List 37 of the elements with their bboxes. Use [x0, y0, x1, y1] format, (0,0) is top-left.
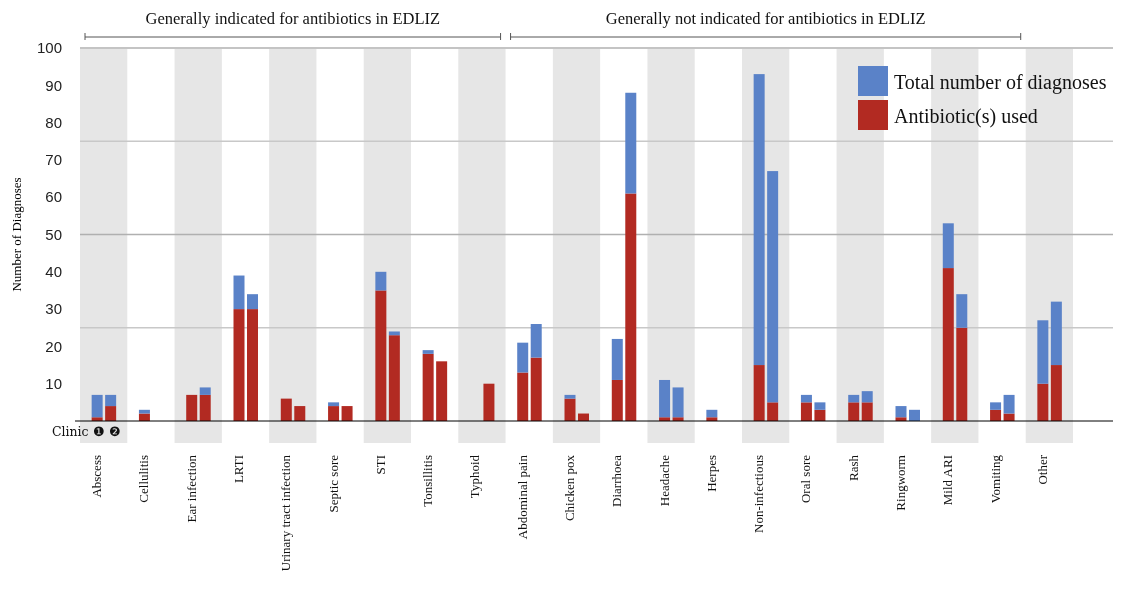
x-tick-label: Mild ARI	[940, 455, 956, 506]
x-tick-label: Urinary tract infection	[278, 454, 294, 572]
legend-label: Total number of diagnoses	[894, 71, 1107, 94]
x-tick-label: Diarrhoea	[609, 454, 625, 507]
x-tick-label: Rash	[845, 454, 861, 481]
y-tick-label: 30	[45, 300, 62, 318]
x-tick-label: Herpes	[703, 455, 719, 492]
y-tick-label: 40	[45, 263, 62, 281]
x-tick-label: STI	[372, 455, 388, 475]
y-tick-label: 10	[45, 374, 62, 392]
x-tick-label: Oral sore	[798, 454, 814, 504]
x-tick-label: Cellulitis	[136, 455, 152, 503]
y-tick-label: 100	[36, 39, 62, 57]
y-tick-label: 70	[45, 151, 62, 169]
x-tick-label: Abdominal pain	[514, 454, 530, 540]
x-tick-label: Non-infectious	[751, 455, 767, 533]
x-tick-label: Headache	[656, 454, 672, 507]
text: Clinic ❶ ❷	[52, 424, 121, 439]
x-tick-label: Abscess	[89, 455, 105, 498]
x-tick-label: Septic sore	[325, 454, 341, 513]
y-tick-label: 50	[45, 225, 62, 243]
x-tick-label: Other	[1034, 454, 1050, 485]
y-tick-label: 20	[45, 337, 62, 355]
x-tick-label: Chicken pox	[562, 454, 577, 522]
text: Generally not indicated for antibiotics in EDLIZ	[605, 9, 926, 28]
x-tick-label: LRTI	[231, 455, 246, 484]
legend-label: Antibiotic(s) used	[894, 105, 1038, 128]
y-tick-label: 90	[45, 76, 62, 94]
x-tick-label: Typhoid	[467, 454, 483, 499]
x-tick-label: Ringworm	[893, 455, 908, 511]
x-tick-label: Vomiting	[987, 454, 1003, 504]
y-tick-label: 80	[45, 113, 62, 131]
x-tick-label: Ear infection	[183, 454, 199, 523]
y-axis-title: Number of Diagnoses	[9, 177, 24, 292]
text: Generally indicated for antibiotics in EDLIZ	[145, 9, 441, 28]
x-tick-label: Tonsillitis	[420, 455, 436, 507]
y-tick-label: 60	[45, 188, 62, 206]
